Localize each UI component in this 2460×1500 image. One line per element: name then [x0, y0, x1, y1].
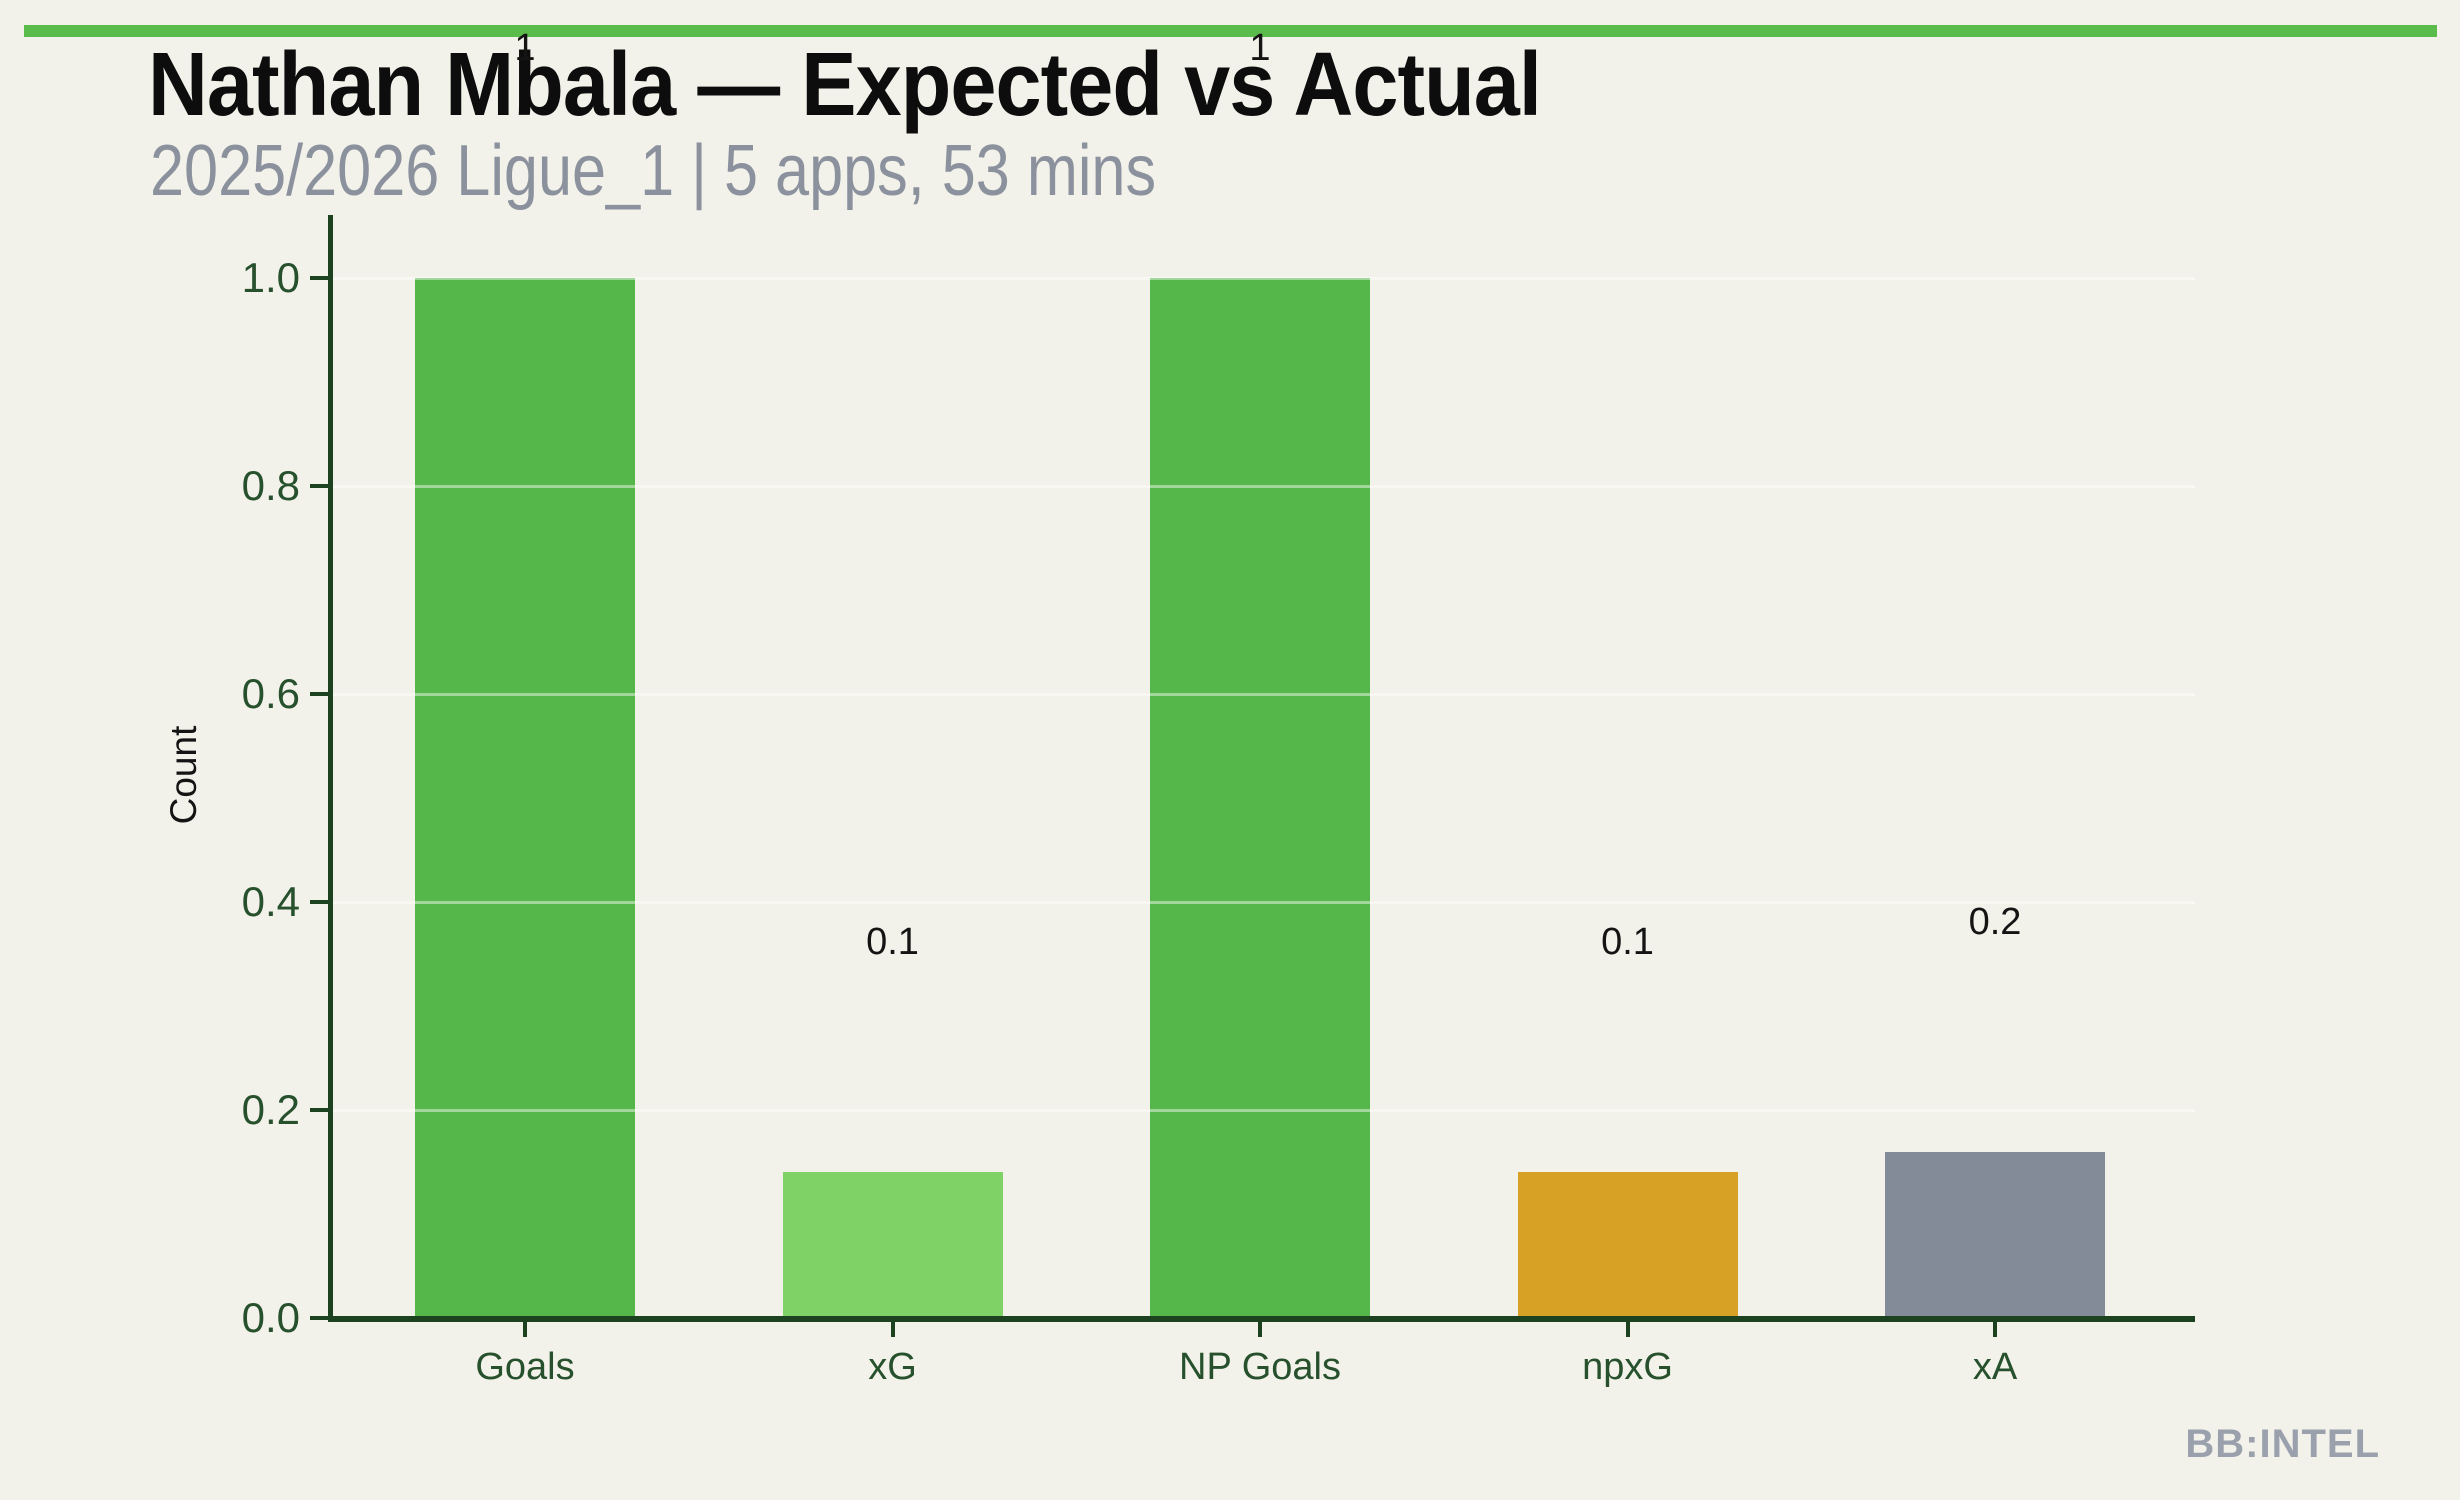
gridline [333, 693, 2195, 696]
bar-xg [782, 1172, 1003, 1318]
x-axis-line [328, 1316, 2195, 1322]
bar-np-goals [1150, 278, 1370, 1318]
y-axis-title: Count [163, 725, 204, 825]
gridline [333, 901, 2195, 904]
bar-value-label: 0.2 [1968, 900, 2022, 943]
y-tick-mark [310, 1108, 330, 1112]
y-tick-mark [310, 276, 330, 280]
bar-value-label: 1 [1249, 27, 1271, 69]
gridline [333, 277, 2195, 280]
x-tick-mark [890, 1322, 895, 1337]
y-axis-line [328, 215, 333, 1322]
y-tick-label: 0.2 [241, 1086, 300, 1133]
bar-npxg [1517, 1172, 1738, 1318]
bar-value-label: 0.1 [866, 921, 919, 964]
y-tick-label: 1.0 [241, 254, 300, 301]
watermark: BB:INTEL [2185, 1422, 2380, 1466]
page-title: Nathan Mbala — Expected vs Actual [148, 35, 1542, 135]
x-tick-label: xG [868, 1346, 917, 1388]
bar-value-label: 1 [514, 27, 536, 69]
top-accent-bar [24, 25, 2437, 37]
x-tick-mark [1258, 1322, 1262, 1337]
x-tick-mark [523, 1322, 527, 1337]
gridline [333, 1109, 2195, 1112]
y-tick-label: 0.8 [241, 462, 300, 509]
y-tick-mark [310, 692, 330, 696]
bar-goals [415, 278, 635, 1318]
x-tick-mark [1625, 1322, 1630, 1337]
bar-value-label: 0.1 [1601, 921, 1654, 964]
x-tick-label: xA [1972, 1346, 2018, 1388]
gridline [333, 485, 2195, 488]
y-tick-label: 0.6 [241, 670, 300, 717]
bar-xa [1885, 1151, 2105, 1318]
x-tick-label: npxG [1582, 1346, 1673, 1388]
x-tick-label: NP Goals [1179, 1346, 1341, 1388]
y-tick-mark [310, 1316, 330, 1320]
y-tick-label: 0.4 [241, 878, 300, 925]
y-tick-mark [310, 484, 330, 488]
y-tick-label: 0.0 [241, 1294, 300, 1341]
x-tick-label: Goals [475, 1346, 575, 1388]
y-tick-mark [310, 900, 330, 904]
page-subtitle: 2025/2026 Ligue_1 | 5 apps, 53 mins [150, 131, 1157, 211]
x-tick-mark [1993, 1322, 1997, 1337]
